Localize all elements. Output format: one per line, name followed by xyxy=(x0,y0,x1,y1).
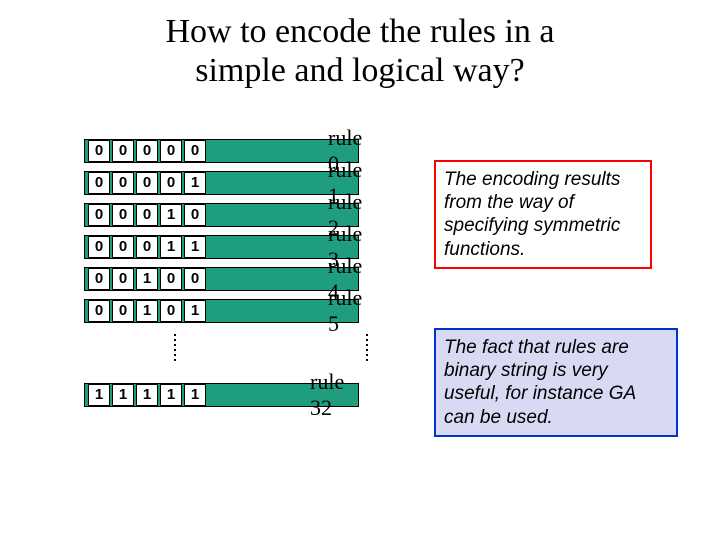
bit-cell: 0 xyxy=(160,300,182,322)
vertical-ellipsis-icon xyxy=(174,334,176,361)
bit-cell: 1 xyxy=(184,172,206,194)
rule-label: rule 5 xyxy=(328,285,362,337)
bit-cell: 0 xyxy=(184,140,206,162)
bit-cell: 0 xyxy=(136,204,158,226)
bit-bar: 00001 xyxy=(84,171,359,195)
rule-row: 11111rule 32 xyxy=(84,382,359,408)
bit-bar: 00101 xyxy=(84,299,359,323)
slide-title: How to encode the rules in a simple and … xyxy=(0,0,720,98)
bit-cell: 1 xyxy=(160,236,182,258)
rule-label: rule 32 xyxy=(310,369,359,421)
note-text: The encoding results from the way of spe… xyxy=(444,169,620,260)
bit-cell: 0 xyxy=(112,172,134,194)
bit-cell: 0 xyxy=(136,140,158,162)
bit-cell: 0 xyxy=(88,140,110,162)
bit-cell: 1 xyxy=(136,384,158,406)
bit-cell: 0 xyxy=(112,300,134,322)
bit-cell: 0 xyxy=(112,236,134,258)
bit-cell: 0 xyxy=(136,172,158,194)
bit-cell: 0 xyxy=(88,236,110,258)
rule-row: 00010rule 2 xyxy=(84,202,359,228)
bit-cell: 0 xyxy=(88,268,110,290)
bit-cell: 0 xyxy=(88,172,110,194)
bit-bar: 00100 xyxy=(84,267,359,291)
title-line2: simple and logical way? xyxy=(195,52,525,89)
note-binary-ga: The fact that rules are binary string is… xyxy=(434,328,678,437)
bit-cell: 1 xyxy=(136,268,158,290)
bit-cell: 0 xyxy=(112,140,134,162)
bit-cell: 0 xyxy=(184,268,206,290)
bit-cell: 0 xyxy=(112,268,134,290)
bit-cell: 0 xyxy=(160,268,182,290)
bit-cell: 1 xyxy=(160,204,182,226)
bit-cell: 0 xyxy=(88,300,110,322)
bit-cell: 1 xyxy=(112,384,134,406)
title-line1: How to encode the rules in a xyxy=(166,13,555,50)
bit-cell: 0 xyxy=(184,204,206,226)
note-encoding: The encoding results from the way of spe… xyxy=(434,160,652,269)
bit-cell: 1 xyxy=(136,300,158,322)
bit-bar: 00010 xyxy=(84,203,359,227)
bit-cell: 1 xyxy=(160,384,182,406)
bit-cell: 1 xyxy=(184,236,206,258)
rule-row: 00011rule 3 xyxy=(84,234,359,260)
rule-row: 00101rule 5 xyxy=(84,298,359,324)
bit-bar: 00011 xyxy=(84,235,359,259)
vertical-ellipsis-icon xyxy=(366,334,368,361)
bit-cell: 1 xyxy=(184,384,206,406)
bit-cell: 0 xyxy=(88,204,110,226)
rule-row: 00001rule 1 xyxy=(84,170,359,196)
bit-cell: 1 xyxy=(88,384,110,406)
bit-cell: 0 xyxy=(136,236,158,258)
bit-cell: 1 xyxy=(184,300,206,322)
note-text: The fact that rules are binary string is… xyxy=(444,337,636,428)
bit-cell: 0 xyxy=(160,172,182,194)
bit-cell: 0 xyxy=(160,140,182,162)
rule-row: 00000rule 0 xyxy=(84,138,359,164)
bit-bar: 00000 xyxy=(84,139,359,163)
rule-row: 00100rule 4 xyxy=(84,266,359,292)
bit-cell: 0 xyxy=(112,204,134,226)
